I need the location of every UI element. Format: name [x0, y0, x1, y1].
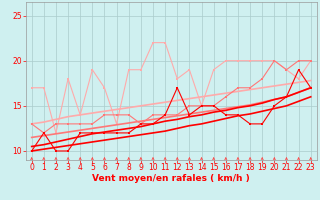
X-axis label: Vent moyen/en rafales ( km/h ): Vent moyen/en rafales ( km/h ) [92, 174, 250, 183]
